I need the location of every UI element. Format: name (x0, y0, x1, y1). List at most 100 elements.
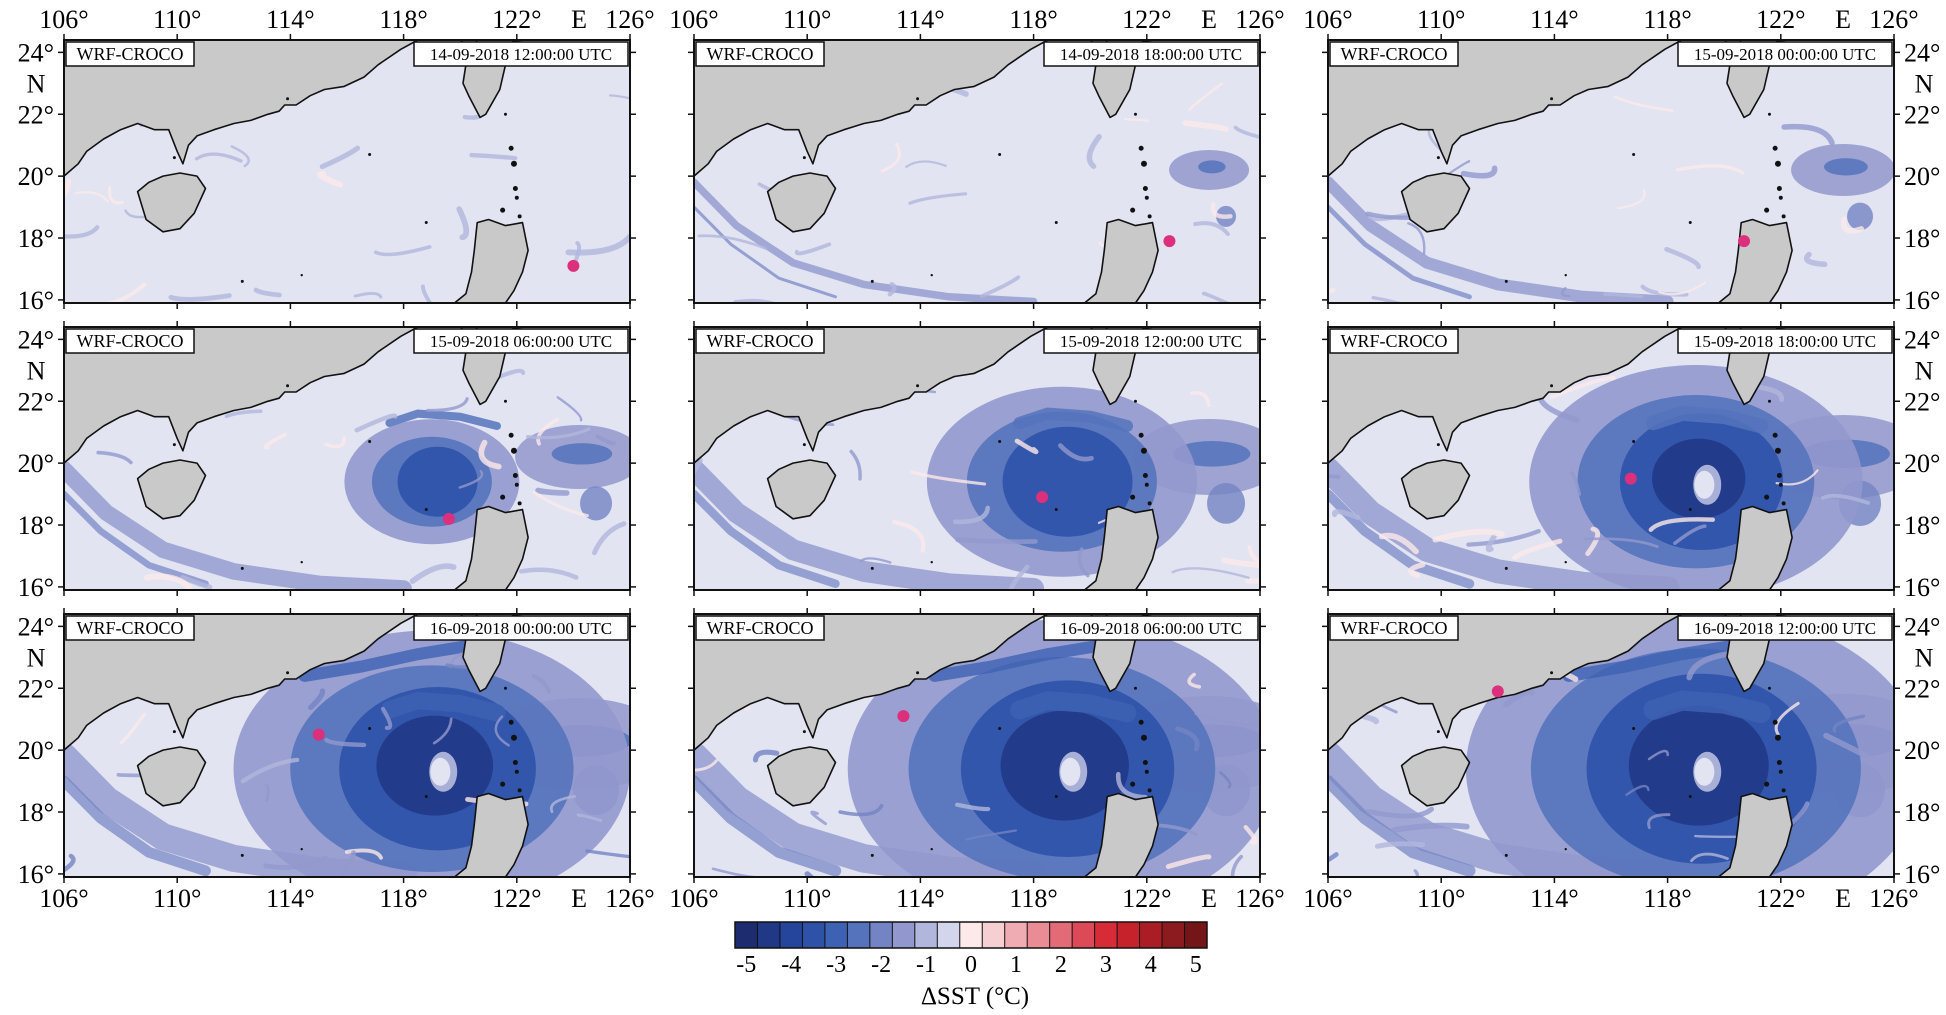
colorbar-tick-label: 1 (1010, 952, 1022, 978)
sst-swirl (1569, 471, 1582, 496)
lon-tick-label: 126° (605, 884, 654, 913)
sst-swirl (585, 849, 630, 859)
sst-swirl (354, 413, 398, 433)
timestamp-label: 16-09-2018 12:00:00 UTC (1694, 619, 1876, 638)
timestamp-label: 14-09-2018 18:00:00 UTC (1060, 45, 1242, 64)
sst-swirl (1328, 474, 1341, 479)
lon-tick-label: 122° (492, 5, 541, 34)
cold-wake (1002, 426, 1133, 537)
lon-tick-label: 106° (39, 884, 88, 913)
colorbar-tick-label: -4 (781, 952, 801, 978)
sst-swirl (308, 688, 326, 711)
island (1436, 156, 1440, 160)
sst-swirl (319, 145, 361, 170)
lat-tick-label: 24° (1904, 325, 1940, 354)
island (1504, 566, 1508, 570)
lat-tick-label: 22° (18, 100, 54, 129)
island (1564, 560, 1567, 564)
sst-swirl (565, 233, 630, 256)
sst-swirl (1233, 125, 1260, 140)
sst-swirl (1116, 771, 1148, 800)
coastal-cooling (928, 638, 1111, 682)
lon-tick-label: 110° (1417, 884, 1465, 913)
sst-swirl (1804, 251, 1828, 268)
lon-tick-label: 110° (1417, 5, 1465, 34)
sst-swirl (752, 749, 780, 763)
lon-tick-label: 122° (1756, 5, 1805, 34)
cold-wake-band (1643, 690, 1771, 723)
map-panel: WRF-CROCO 15-09-2018 00:00:00 UTC 106° 110°… (1303, 5, 1940, 315)
cold-wake-band (385, 409, 501, 430)
island (1781, 788, 1786, 793)
sst-swirl (458, 469, 484, 489)
lon-tick-label: 118° (1009, 884, 1057, 913)
colorbar-swatch (1139, 922, 1163, 948)
sst-swirl (1647, 749, 1669, 761)
land-hainan (766, 459, 837, 520)
lat-tick-label: 16° (1904, 860, 1940, 889)
sst-swirl (64, 178, 72, 199)
island (802, 730, 806, 734)
island (1138, 719, 1144, 725)
sst-swirl (1328, 288, 1336, 294)
lat-tick-label: 20° (1904, 162, 1940, 191)
island (1138, 145, 1144, 151)
sst-swirl (887, 281, 897, 297)
map-panel: WRF-CROCO 14-09-2018 18:00:00 UTC 106° 110°… (669, 5, 1285, 309)
island (1778, 482, 1783, 487)
island (510, 447, 517, 454)
sst-swirl (1603, 292, 1644, 299)
coastal-cooling (1562, 638, 1745, 682)
island (870, 279, 874, 283)
island (1632, 152, 1636, 156)
sst-swirl (532, 490, 589, 518)
colorbar-swatch (1072, 922, 1096, 948)
colorbar-swatch (1094, 922, 1118, 948)
island (1767, 399, 1771, 403)
island (286, 671, 290, 675)
island (870, 566, 874, 570)
sst-swirl (1648, 517, 1716, 533)
sst-swirl (324, 737, 367, 748)
island (368, 439, 372, 443)
land-mainland (64, 327, 630, 464)
island (1142, 473, 1148, 479)
sst-swirl (838, 803, 884, 817)
cold-wake-band (1013, 407, 1133, 432)
sst-swirl (94, 282, 147, 303)
island (1772, 145, 1778, 151)
coastal-cooling (1328, 775, 1476, 877)
sst-swirl (168, 293, 232, 302)
lon-tick-label: 122° (492, 884, 541, 913)
sst-swirl (1077, 547, 1090, 578)
island (1130, 781, 1136, 787)
sst-swirl (179, 574, 213, 590)
island (1632, 439, 1636, 443)
lat-tick-label: 22° (1904, 387, 1940, 416)
lat-hemisphere-label: N (27, 69, 46, 98)
colorbar-label: ΔSST (°C) (921, 983, 1029, 1010)
lon-tick-label: 126° (1869, 5, 1918, 34)
map-panel: WRF-CROCO 16-09-2018 12:00:00 UTC 106° 110°… (1303, 608, 1940, 913)
sst-swirl (1821, 493, 1870, 505)
island (240, 279, 244, 283)
model-label-box (65, 615, 195, 641)
island (1504, 279, 1508, 283)
sst-swirl (1247, 545, 1260, 566)
coastal-cooling (694, 489, 840, 588)
sst-swirl (1366, 806, 1434, 819)
sst-swirl (955, 537, 1038, 544)
cooling-patch (580, 486, 613, 521)
lon-tick-label: 126° (1235, 884, 1284, 913)
island (1130, 494, 1136, 500)
timestamp-box (1677, 41, 1893, 67)
island (998, 726, 1002, 730)
colorbar-swatch (959, 922, 983, 948)
sst-swirl (694, 759, 718, 772)
island (1147, 788, 1152, 793)
island (802, 443, 806, 447)
model-label: WRF-CROCO (706, 44, 813, 64)
sst-swirl (525, 427, 591, 440)
colorbar-tick-label: -1 (916, 952, 936, 978)
land-hainan (1400, 172, 1471, 233)
